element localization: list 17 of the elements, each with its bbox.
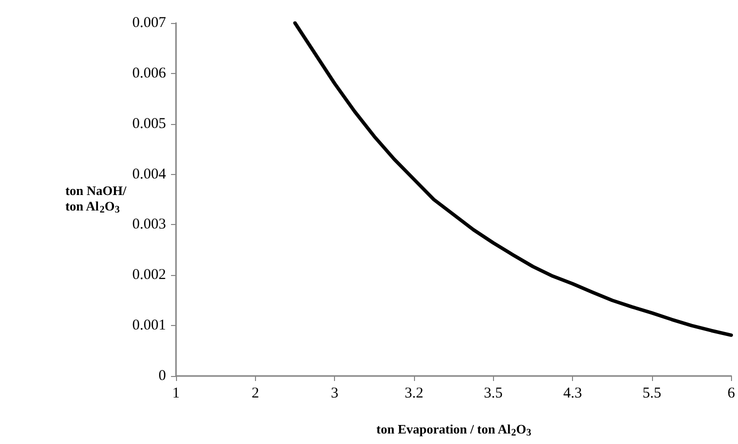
y-tick-label: 0.001: [132, 318, 166, 334]
y-tick-label: 0.004: [132, 166, 166, 182]
y-tick-label: 0.006: [132, 65, 166, 82]
x-tick-label: 5.5: [642, 386, 662, 402]
x-tick-label: 6: [728, 386, 736, 402]
y-tick-label: 0.002: [132, 267, 166, 284]
x-tick-label: 3.2: [404, 386, 424, 402]
y-tick-label: 0.007: [132, 15, 166, 31]
y-tick-label: 0.005: [132, 116, 166, 132]
x-tick-label: 2: [252, 386, 260, 402]
line-series: [293, 21, 733, 337]
x-tick-label: 3: [330, 386, 338, 402]
y-tick-label: 0: [158, 368, 166, 384]
x-tick-label: 1: [172, 386, 180, 402]
x-tick-label: 3.5: [484, 386, 503, 402]
y-tick-label: 0.003: [132, 216, 166, 233]
x-tick-label: 4.3: [563, 386, 582, 402]
